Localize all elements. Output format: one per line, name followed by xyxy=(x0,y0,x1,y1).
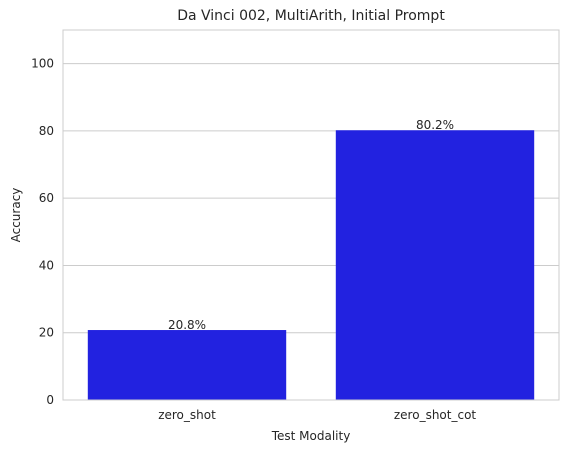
x-tick-label: zero_shot_cot xyxy=(394,408,477,422)
bar-zero_shot xyxy=(87,330,287,400)
y-tick-label: 20 xyxy=(39,326,54,340)
x-axis-ticks: zero_shot zero_shot_cot xyxy=(158,408,476,422)
bar-zero_shot_cot xyxy=(335,130,535,400)
y-axis-ticks: 0 20 40 60 80 100 xyxy=(31,57,54,407)
plot-frame xyxy=(62,29,560,401)
x-tick-label: zero_shot xyxy=(158,408,216,422)
bar-value-label: 20.8% xyxy=(168,318,206,332)
x-axis-label: Test Modality xyxy=(271,429,351,443)
bars xyxy=(87,130,535,400)
y-tick-label: 100 xyxy=(31,57,54,71)
y-tick-label: 40 xyxy=(39,258,54,272)
bar-value-label: 80.2% xyxy=(416,118,454,132)
chart-title: Da Vinci 002, MultiArith, Initial Prompt xyxy=(177,8,445,24)
y-tick-label: 0 xyxy=(46,393,54,407)
data-labels: 20.8% 80.2% xyxy=(168,118,454,332)
y-tick-label: 80 xyxy=(39,124,54,138)
y-tick-label: 60 xyxy=(39,191,54,205)
y-axis-label: Accuracy xyxy=(9,188,23,243)
